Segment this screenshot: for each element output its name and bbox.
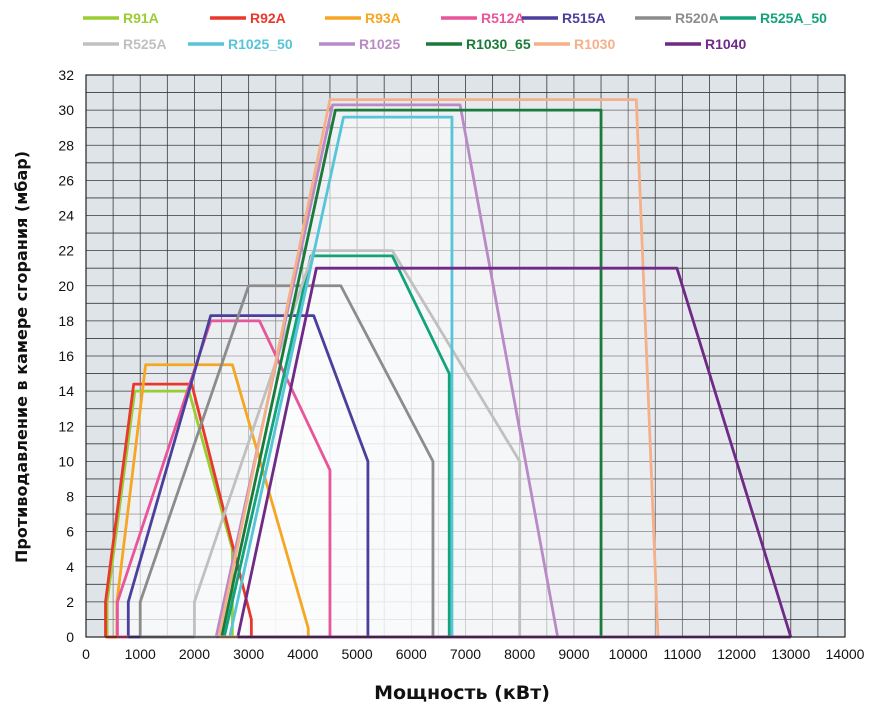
series-line-r520a — [138, 284, 435, 637]
y-tick-label: 28 — [58, 137, 74, 153]
y-tick-label: 16 — [58, 348, 74, 364]
series-line-r1025_50 — [228, 115, 454, 638]
legend-label: R512A — [481, 10, 525, 26]
legend-label: R515A — [562, 10, 606, 26]
x-tick-label: 2000 — [179, 646, 210, 662]
y-tick-label: 32 — [58, 67, 74, 83]
series-area-r525a_50 — [224, 255, 450, 638]
x-tick-label: 4000 — [287, 646, 318, 662]
legend-item-r525a_50: R525A_50 — [720, 10, 827, 26]
legend-item-r520a: R520A — [635, 10, 719, 26]
legend-item-r512a: R512A — [441, 10, 525, 26]
x-axis-title: Мощность (кВт) — [374, 682, 550, 704]
y-tick-label: 26 — [58, 172, 74, 188]
x-tick-label: 7000 — [450, 646, 481, 662]
x-tick-label: 8000 — [504, 646, 535, 662]
legend-item-r515a: R515A — [522, 10, 606, 26]
series-line-r525a_50 — [222, 254, 451, 638]
y-tick-label: 30 — [58, 102, 74, 118]
series-line-r1040 — [236, 266, 793, 638]
legend-label: R1025_50 — [228, 36, 293, 52]
legend-item-r93a: R93A — [325, 10, 401, 26]
legend-item-r1025: R1025 — [319, 36, 400, 52]
legend-label: R1025 — [359, 36, 400, 52]
legend: R91A R92A R93A R512A R515A R520A R525A_50 R525A… — [83, 10, 827, 52]
x-tick-label: 1000 — [125, 646, 156, 662]
legend-label: R525A — [123, 36, 167, 52]
legend-label: R91A — [123, 10, 159, 26]
y-tick-label: 24 — [58, 208, 74, 224]
legend-item-r1040: R1040 — [665, 36, 746, 52]
x-tick-label: 14000 — [826, 646, 865, 662]
y-tick-label: 4 — [66, 559, 74, 575]
y-tick-label: 10 — [58, 453, 74, 469]
x-tick-label: 3000 — [233, 646, 264, 662]
legend-label: R92A — [250, 10, 286, 26]
y-tick-label: 6 — [66, 524, 74, 540]
legend-item-r1025_50: R1025_50 — [188, 36, 293, 52]
series-area-r1025_50 — [229, 117, 452, 637]
x-tick-label: 10000 — [609, 646, 648, 662]
series-line-r1030 — [217, 98, 660, 638]
legend-label: R525A_50 — [760, 10, 827, 26]
legend-label: R1040 — [705, 36, 746, 52]
series-line-r512a — [116, 319, 332, 637]
series-line-r515a — [126, 314, 370, 637]
x-tick-label: 12000 — [717, 646, 756, 662]
series-layer — [104, 98, 793, 639]
x-tick-label: 11000 — [663, 646, 701, 662]
series-area-r525a — [194, 250, 520, 637]
x-tick-label: 5000 — [341, 646, 372, 662]
y-tick-label: 18 — [58, 313, 74, 329]
legend-label: R93A — [365, 10, 401, 26]
y-tick-label: 0 — [66, 629, 74, 645]
y-tick-label: 2 — [66, 594, 74, 610]
series-line-r92a — [104, 382, 253, 637]
y-tick-label: 22 — [58, 243, 74, 259]
legend-item-r1030_65: R1030_65 — [426, 36, 531, 52]
legend-label: R1030_65 — [466, 36, 531, 52]
plot-frame — [85, 74, 846, 638]
y-axis-title: Противодавление в камере сгорания (мбар) — [12, 151, 31, 563]
legend-label: R1030 — [574, 36, 615, 52]
y-tick-label: 8 — [66, 489, 74, 505]
series-area-r93a — [116, 364, 309, 637]
tick-labels: 0 1000 2000 3000 4000 5000 6000 7000 8000 9000 100… — [58, 67, 864, 662]
legend-item-r1030: R1030 — [534, 36, 615, 52]
legend-label: R520A — [675, 10, 719, 26]
y-tick-label: 20 — [58, 278, 74, 294]
series-area-r92a — [105, 384, 252, 637]
y-tick-label: 14 — [58, 383, 74, 399]
legend-item-r525a: R525A — [83, 36, 167, 52]
legend-item-r91a: R91A — [83, 10, 159, 26]
y-tick-label: 12 — [58, 418, 74, 434]
x-tick-label: 6000 — [396, 646, 427, 662]
legend-item-r92a: R92A — [210, 10, 286, 26]
x-tick-label: 9000 — [558, 646, 589, 662]
x-tick-label: 13000 — [771, 646, 810, 662]
x-tick-label: 0 — [82, 646, 90, 662]
series-line-r1030_65 — [220, 108, 603, 638]
series-line-r525a — [193, 249, 522, 637]
